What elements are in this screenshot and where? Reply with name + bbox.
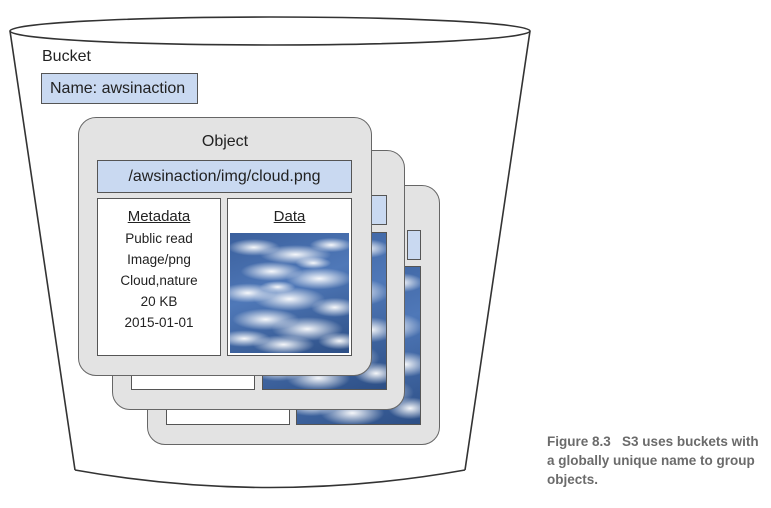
metadata-title: Metadata [127, 208, 191, 225]
data-title: Data [273, 208, 306, 225]
figure-caption: Figure 8.3 S3 uses buckets with a global… [547, 432, 767, 489]
object-title: Object [201, 133, 249, 150]
figure-caption-text: S3 uses buckets with a globally unique n… [547, 434, 759, 487]
bucket-label: Bucket [42, 48, 91, 65]
metadata-line: Public read [125, 231, 193, 246]
object-key-stripe-back [407, 230, 421, 260]
object-key-stripe-middle [370, 195, 387, 225]
bucket-name-field: Name: awsinaction [41, 73, 198, 104]
cloud-image-icon [230, 233, 349, 353]
object-key-field: /awsinaction/img/cloud.png [97, 160, 352, 193]
metadata-line: Image/png [127, 252, 191, 267]
metadata-box: Metadata Public read Image/png Cloud,nat… [97, 198, 221, 356]
metadata-line: 2015-01-01 [124, 315, 194, 330]
metadata-line: 20 KB [140, 294, 178, 309]
figure-label: Figure 8.3 [547, 434, 611, 449]
data-box: Data [227, 198, 352, 356]
metadata-line: Cloud,nature [120, 273, 198, 288]
